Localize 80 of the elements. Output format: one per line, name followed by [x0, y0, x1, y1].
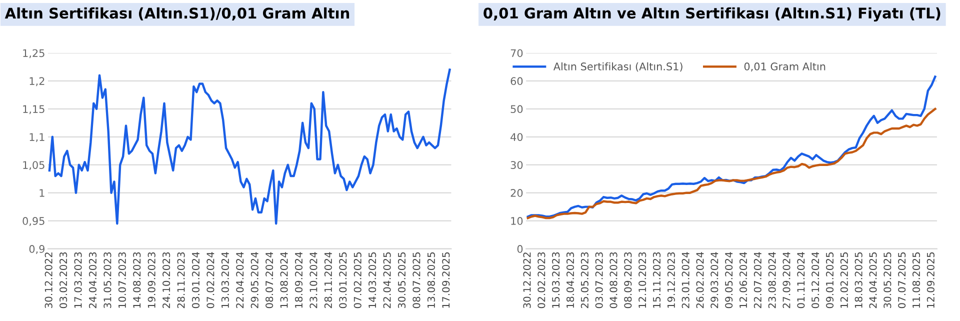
x-tick-label: 15.03.2023 [552, 252, 560, 308]
y-tick-label: 40 [510, 133, 523, 141]
x-tick-label: 30.05.2025 [398, 252, 406, 308]
x-tick-label: 24.10.2023 [162, 252, 170, 308]
x-tick-label: 31.05.2023 [104, 252, 112, 308]
x-tick-label: 09.05.2024 [725, 252, 733, 308]
line-series [526, 76, 936, 218]
y-tick-label: 1,1 [30, 133, 44, 142]
x-tick-label: 08.09.2023 [624, 252, 632, 308]
x-tick-label: 22.04.2025 [383, 252, 391, 308]
x-tick-label: 17.09.2025 [442, 252, 450, 308]
x-tick-label: 05.12.2024 [812, 252, 820, 308]
x-tick-label: 15.11.2023 [652, 252, 661, 308]
y-tick-label: 50 [510, 105, 523, 114]
x-tick-label: 07.02.2024 [206, 252, 214, 308]
x-tick-label: 11.08.2025 [912, 252, 920, 308]
y-tick-label: 10 [511, 217, 523, 225]
y-tick-label: 1,05 [23, 161, 44, 170]
x-tick-label: 12.09.2025 [926, 252, 934, 308]
y-tick-label: 1,25 [23, 49, 44, 58]
x-tick-label: 03.02.2023 [60, 252, 68, 308]
x-tick-label: 01.11.2024 [797, 252, 805, 308]
y-tick-label: 1,2 [30, 77, 44, 86]
x-tick-label: 12.10.2023 [638, 252, 646, 308]
x-tick-label: 03.07.2023 [595, 252, 603, 308]
y-tick-label: 30 [510, 161, 523, 169]
x-tick-label: 22.04.2024 [236, 252, 244, 308]
x-tick-label: 27.09.2024 [782, 252, 790, 308]
x-tick-label: 23.08.2024 [768, 252, 776, 308]
x-tick-label: 17.03.2023 [74, 252, 82, 308]
x-tick-label: 08.07.2025 [412, 252, 420, 308]
x-tick-label: 03.01.2024 [192, 252, 200, 308]
x-tick-label: 08.07.2024 [266, 252, 274, 308]
y-tick-label: 20 [510, 189, 523, 197]
x-tick-label: 24.04.2023 [88, 252, 97, 308]
x-tick-label: 13.08.2025 [427, 252, 435, 308]
x-tick-label: 18.04.2023 [566, 252, 574, 308]
x-tick-label: 25.05.2023 [580, 252, 588, 308]
x-tick-label: 30.12.2022 [44, 252, 52, 308]
y-tick-label: 1 [40, 189, 44, 197]
x-tick-label: 24.04.2025 [869, 252, 877, 308]
x-tick-label: 07.07.2025 [898, 252, 906, 308]
chart-title: Altın Sertifikası (Altın.S1)/0,01 Gram Altın [4, 7, 350, 21]
x-tick-label: 03.01.2025 [339, 252, 347, 308]
legend-label: 0,01 Gram Altın [744, 62, 826, 72]
x-tick-label: 28.11.2024 [324, 252, 332, 308]
x-tick-label: 02.02.2023 [538, 252, 546, 308]
x-tick-label: 28.11.2023 [177, 252, 185, 308]
line-series [48, 68, 451, 225]
line-series [526, 108, 936, 220]
y-tick-label: 60 [510, 77, 523, 86]
x-tick-label: 26.02.2024 [696, 252, 704, 308]
x-tick-label: 18.03.2025 [854, 252, 862, 308]
legend-label: Altın Sertifikası (Altın.S1) [553, 62, 682, 72]
y-tick-label: 1,15 [23, 105, 44, 114]
y-tick-label: 70 [510, 49, 523, 58]
x-tick-label: 29.03.2024 [710, 252, 718, 308]
x-tick-label: 30.12.2022 [523, 252, 531, 308]
x-tick-label: 13.03.2024 [221, 252, 229, 308]
x-tick-label: 23.01.2024 [682, 252, 690, 308]
x-tick-label: 12.06.2024 [739, 252, 748, 308]
x-tick-label: 12.02.2025 [840, 252, 848, 308]
y-tick-label: 0,95 [22, 217, 44, 226]
chart-title: 0,01 Gram Altın ve Altın Sertifikası (Altın.S1) Fiyatı (TL) [484, 7, 940, 22]
x-tick-label: 23.10.2024 [310, 252, 318, 308]
y-tick-label: 0,9 [29, 245, 44, 254]
y-tick-label: 0 [517, 245, 523, 253]
x-tick-label: 19.09.2023 [148, 252, 156, 308]
x-tick-label: 19.12.2023 [667, 252, 675, 308]
x-tick-label: 09.01.2025 [826, 252, 834, 308]
x-tick-label: 18.09.2024 [294, 252, 303, 308]
x-tick-label: 04.08.2023 [610, 252, 618, 308]
x-tick-label: 22.07.2024 [754, 252, 762, 308]
x-tick-label: 13.08.2024 [280, 252, 288, 308]
x-tick-label: 14.08.2023 [133, 252, 141, 308]
x-tick-label: 29.05.2024 [250, 252, 258, 308]
x-tick-label: 30.05.2025 [884, 252, 892, 308]
x-tick-label: 07.02.2025 [354, 252, 362, 308]
x-tick-label: 14.03.2025 [368, 252, 376, 308]
x-tick-label: 10.07.2023 [118, 252, 126, 308]
